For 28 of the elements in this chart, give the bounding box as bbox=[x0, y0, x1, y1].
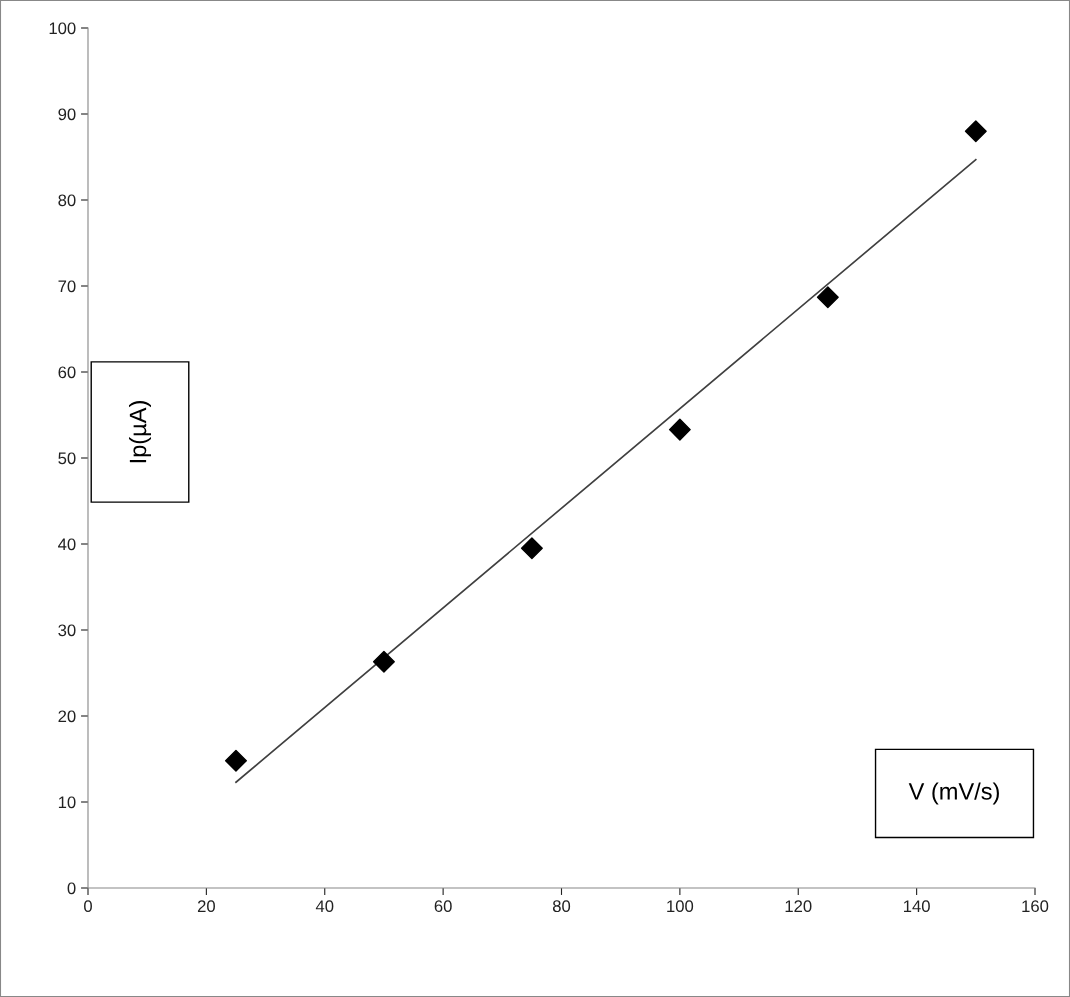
x-axis-title: V (mV/s) bbox=[908, 782, 999, 805]
point bbox=[224, 749, 247, 772]
y-tick-label: 40 bbox=[58, 538, 76, 551]
y-tick-label: 30 bbox=[58, 624, 76, 637]
y-tick-label: 80 bbox=[58, 194, 76, 207]
x-tick-label: 140 bbox=[903, 900, 930, 913]
point bbox=[372, 650, 395, 673]
x-tick-label: 20 bbox=[197, 900, 215, 913]
x-tick-label: 100 bbox=[667, 900, 694, 913]
x-tick-label: 40 bbox=[315, 900, 334, 913]
y-axis-title: Ip(µA) bbox=[129, 401, 151, 463]
y-tick-label: 90 bbox=[58, 108, 76, 121]
y-tick-label: 100 bbox=[49, 22, 76, 35]
point bbox=[668, 418, 691, 441]
point bbox=[964, 120, 987, 143]
point bbox=[520, 537, 543, 560]
y-tick-label: 50 bbox=[58, 452, 76, 465]
y-tick-label: 20 bbox=[58, 710, 76, 723]
point bbox=[816, 286, 839, 309]
y-tick-label: 10 bbox=[58, 796, 76, 809]
x-tick-label: 160 bbox=[1022, 900, 1049, 913]
x-tick-label: 60 bbox=[434, 900, 452, 913]
y-tick-label: 60 bbox=[58, 366, 76, 379]
y-tick-label: 70 bbox=[58, 280, 76, 293]
x-tick-label: 80 bbox=[552, 900, 571, 913]
y-tick-label: 0 bbox=[67, 882, 76, 895]
x-tick-label: 0 bbox=[84, 900, 92, 913]
x-tick-label: 120 bbox=[785, 900, 812, 913]
